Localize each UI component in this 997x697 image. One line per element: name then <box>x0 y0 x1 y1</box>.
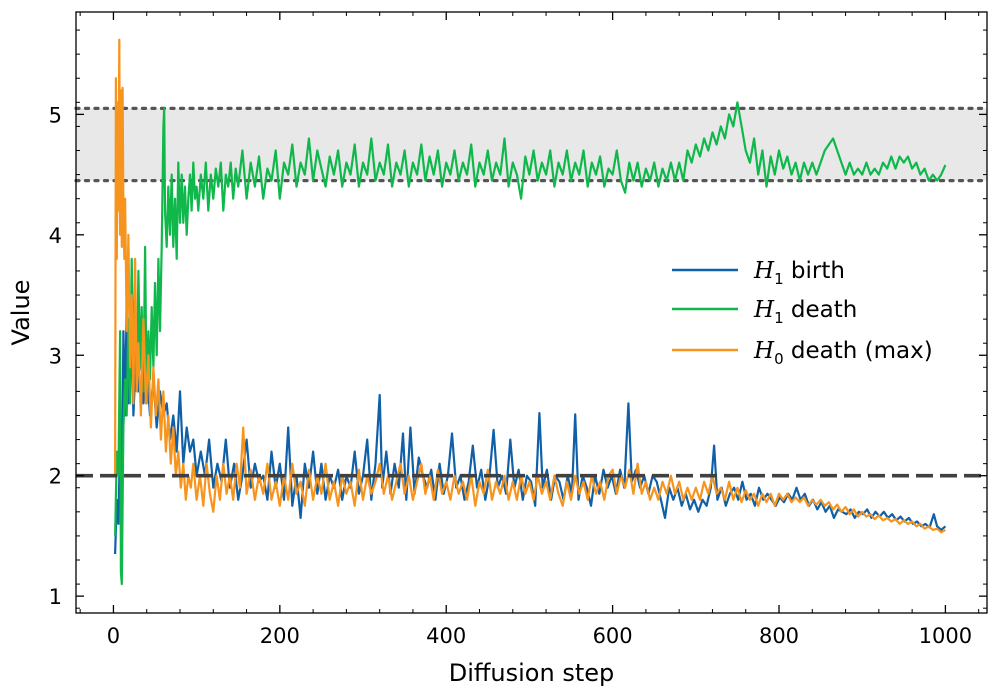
legend-symbol: H <box>753 258 775 284</box>
plot-border <box>75 11 988 614</box>
legend-text: death <box>784 297 858 323</box>
legend-subscript: 0 <box>774 350 784 368</box>
legend-label: H1 death <box>753 297 857 327</box>
legend-symbol: H <box>753 297 775 323</box>
band-fill <box>76 108 987 181</box>
legend-symbol: H <box>753 338 775 364</box>
x-tick-label: 1000 <box>919 624 972 648</box>
x-tick-label: 200 <box>260 624 300 648</box>
legend-entry-h1-death: H1 death <box>672 297 857 327</box>
x-tick-label: 600 <box>593 624 633 648</box>
series-lines <box>114 38 947 586</box>
legend-entry-h0-death-max: H0 death (max) <box>672 338 933 368</box>
y-axis-label: Value <box>7 280 35 346</box>
legend-subscript: 1 <box>774 309 784 327</box>
y-tick-label: 4 <box>49 224 62 248</box>
y-tick-label: 2 <box>49 465 62 489</box>
legend-subscript: 1 <box>774 270 784 288</box>
x-axis-label: Diffusion step <box>449 659 615 687</box>
x-tick-label: 0 <box>107 624 120 648</box>
series-h1-birth <box>114 293 947 555</box>
plot-frame <box>75 11 988 614</box>
legend-label: H1 birth <box>753 258 845 288</box>
reference-band <box>74 106 989 183</box>
axis-ticks: 0 200 400 600 800 1000 1 2 3 4 5 <box>49 12 987 648</box>
x-tick-label: 400 <box>426 624 466 648</box>
legend-text: death (max) <box>784 338 933 364</box>
legend-entry-h1-birth: H1 birth <box>672 258 845 288</box>
legend-text: birth <box>784 258 845 284</box>
y-tick-label: 5 <box>49 103 62 127</box>
x-tick-label: 800 <box>759 624 799 648</box>
y-tick-label: 1 <box>49 585 62 609</box>
series-h1-death <box>114 101 947 586</box>
series-h0-death-max <box>114 38 946 534</box>
y-tick-label: 3 <box>49 344 62 368</box>
legend-label: H0 death (max) <box>753 338 933 368</box>
